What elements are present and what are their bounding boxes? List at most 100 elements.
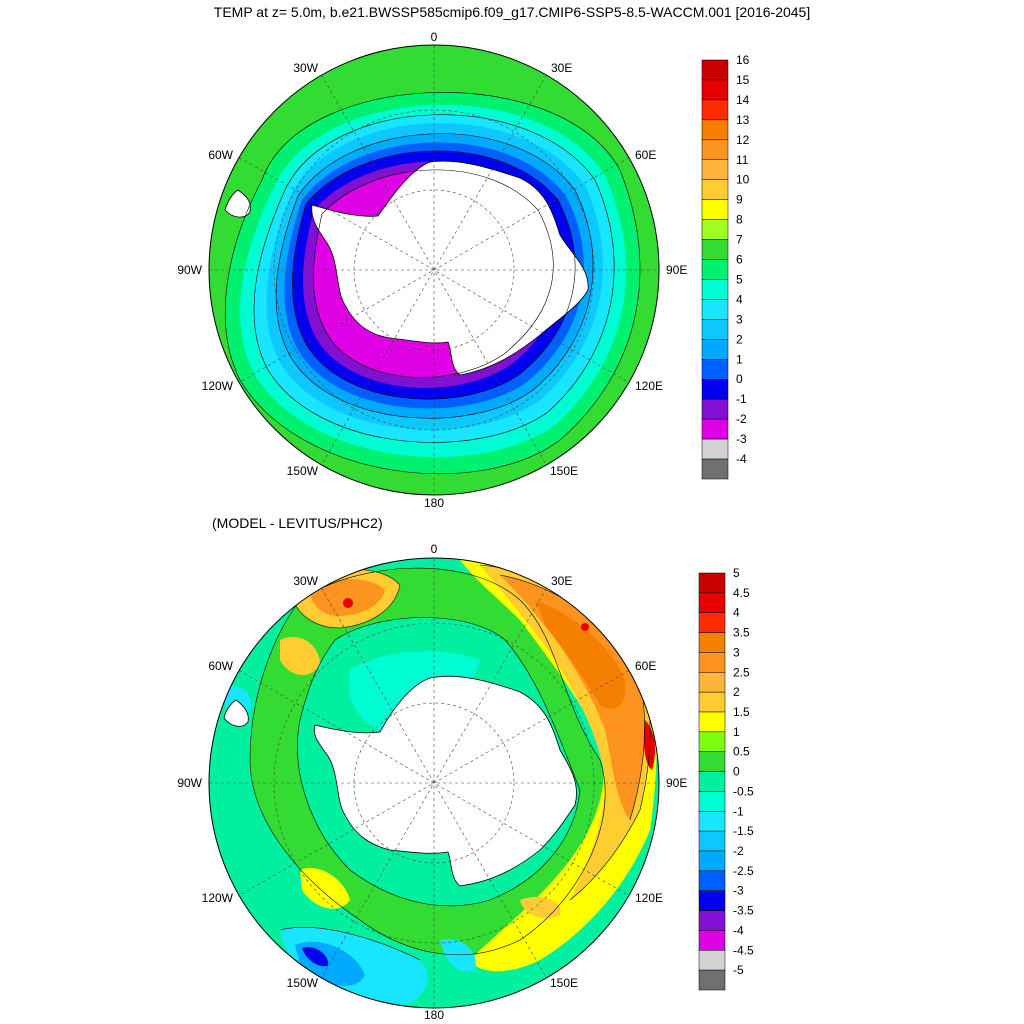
temperature-colorbar-tick-label: 1 bbox=[736, 352, 743, 366]
temperature-colorbar-swatch bbox=[701, 418, 729, 440]
difference-colorbar-swatch bbox=[698, 632, 726, 653]
difference-colorbar-swatch bbox=[698, 870, 726, 891]
difference-map bbox=[209, 558, 659, 1008]
temperature-colorbar-tick-label: -3 bbox=[736, 432, 747, 446]
temperature-colorbar-swatch bbox=[701, 179, 729, 200]
difference-colorbar-tick-label: 1.5 bbox=[733, 705, 750, 719]
difference-map-border bbox=[208, 557, 660, 1009]
lon-label-120w: 120W bbox=[202, 891, 234, 905]
temperature-colorbar-swatch bbox=[701, 119, 729, 141]
difference-colorbar-swatch bbox=[698, 711, 726, 733]
temperature-colorbar-tick-label: 3 bbox=[736, 312, 743, 326]
temperature-colorbar-swatch bbox=[701, 359, 729, 380]
temperature-colorbar-tick-label: -1 bbox=[736, 392, 747, 406]
temperature-colorbar-tick-label: 9 bbox=[736, 193, 743, 207]
temperature-colorbar-tick-label: -2 bbox=[736, 412, 747, 426]
temperature-colorbar-swatch bbox=[701, 339, 729, 360]
difference-colorbar-swatch bbox=[698, 969, 726, 991]
temperature-colorbar-tick-label: 6 bbox=[736, 253, 743, 267]
temperature-colorbar-swatch bbox=[701, 199, 729, 220]
lon-label-30e: 30E bbox=[551, 574, 572, 588]
temperature-colorbar-swatch bbox=[701, 299, 729, 320]
lon-label-150e: 150E bbox=[550, 976, 578, 990]
lon-label-180: 180 bbox=[424, 1008, 444, 1022]
lon-label-30e: 30E bbox=[551, 61, 572, 75]
temperature-colorbar-tick-label: 11 bbox=[736, 153, 749, 167]
temperature-map-border bbox=[208, 44, 660, 496]
lon-label-30w: 30W bbox=[293, 61, 318, 75]
difference-colorbar-swatch bbox=[698, 751, 726, 772]
difference-colorbar-swatch bbox=[698, 791, 726, 812]
difference-panel-title: (MODEL - LEVITUS/PHC2) bbox=[212, 515, 383, 531]
difference-colorbar-tick-label: 3 bbox=[733, 645, 740, 659]
lon-label-0: 0 bbox=[431, 30, 438, 44]
difference-colorbar-tick-label: -5 bbox=[733, 963, 744, 977]
temperature-colorbar-tick-label: 0 bbox=[736, 372, 743, 386]
difference-colorbar-swatch bbox=[698, 850, 726, 872]
lon-label-120e: 120E bbox=[635, 891, 663, 905]
temperature-map bbox=[209, 45, 659, 495]
difference-colorbar-tick-label: 1 bbox=[733, 725, 740, 739]
lon-label-60e: 60E bbox=[635, 148, 656, 162]
lon-label-150w: 150W bbox=[287, 976, 319, 990]
difference-colorbar-tick-label: -0.5 bbox=[733, 784, 754, 798]
difference-colorbar-swatch bbox=[698, 890, 726, 911]
lon-label-90w: 90W bbox=[177, 263, 202, 277]
lon-label-0: 0 bbox=[431, 542, 438, 556]
lon-label-90w: 90W bbox=[177, 776, 202, 790]
difference-colorbar-swatch bbox=[698, 572, 726, 594]
difference-colorbar-tick-label: 3.5 bbox=[733, 626, 750, 640]
lon-label-90e: 90E bbox=[666, 263, 687, 277]
difference-colorbar-tick-label: 0 bbox=[733, 765, 740, 779]
temperature-colorbar-swatch bbox=[701, 219, 729, 240]
temperature-colorbar-swatch bbox=[701, 458, 729, 480]
temperature-colorbar-tick-label: 7 bbox=[736, 233, 743, 247]
difference-colorbar-tick-label: -4 bbox=[733, 923, 744, 937]
difference-colorbar-tick-label: 5 bbox=[733, 566, 740, 580]
difference-colorbar-swatch bbox=[698, 652, 726, 673]
difference-colorbar-tick-label: -3.5 bbox=[733, 904, 754, 918]
difference-colorbar-swatch bbox=[698, 811, 726, 832]
lon-label-60w: 60W bbox=[208, 659, 233, 673]
temperature-colorbar-tick-label: 16 bbox=[736, 53, 750, 67]
temperature-colorbar-tick-label: 14 bbox=[736, 93, 750, 107]
temperature-colorbar-swatch bbox=[701, 438, 729, 460]
difference-colorbar-tick-label: -1 bbox=[733, 804, 744, 818]
temperature-colorbar-tick-label: 2 bbox=[736, 332, 743, 346]
temperature-colorbar-swatch bbox=[701, 139, 729, 161]
difference-colorbar-tick-label: 0.5 bbox=[733, 745, 750, 759]
difference-colorbar-swatch bbox=[698, 731, 726, 752]
temperature-colorbar-tick-label: 13 bbox=[736, 113, 750, 127]
temperature-colorbar-tick-label: 10 bbox=[736, 173, 750, 187]
temperature-colorbar-tick-label: 15 bbox=[736, 73, 750, 87]
difference-colorbar-swatch bbox=[698, 830, 726, 852]
difference-colorbar-tick-label: -2.5 bbox=[733, 864, 754, 878]
difference-colorbar-tick-label: -3 bbox=[733, 884, 744, 898]
difference-colorbar: 5 4.5 4 3.5 3 2.5 2 1.5 1 0.5 0 -0.5 -1 -1.5 -2 -2.5 -3 -… bbox=[698, 566, 754, 991]
temperature-colorbar-swatch bbox=[701, 79, 729, 101]
lon-label-90e: 90E bbox=[666, 776, 687, 790]
difference-colorbar-swatch bbox=[698, 771, 726, 792]
difference-colorbar-tick-label: -2 bbox=[733, 844, 744, 858]
temperature-colorbar-swatch bbox=[701, 398, 729, 420]
temperature-colorbar-swatch bbox=[701, 378, 729, 400]
difference-colorbar-swatch bbox=[698, 910, 726, 931]
lon-label-120w: 120W bbox=[202, 379, 234, 393]
page-title: TEMP at z= 5.0m, b.e21.BWSSP585cmip6.f09… bbox=[213, 4, 811, 20]
difference-colorbar-tick-label: 2.5 bbox=[733, 665, 750, 679]
difference-colorbar-tick-label: 2 bbox=[733, 685, 740, 699]
difference-map-longitude-labels: 0 30E 60E 90E 120E 150E 180 150W 120W 90… bbox=[177, 542, 687, 1022]
difference-colorbar-swatch bbox=[698, 672, 726, 693]
difference-colorbar-tick-label: 4 bbox=[733, 606, 740, 620]
difference-colorbar-swatch bbox=[698, 592, 726, 613]
temperature-colorbar-swatch bbox=[701, 259, 729, 280]
temperature-colorbar-tick-label: 5 bbox=[736, 272, 743, 286]
temperature-colorbar-tick-label: -4 bbox=[736, 452, 747, 466]
difference-colorbar-tick-label: -1.5 bbox=[733, 824, 754, 838]
difference-colorbar-tick-label: -4.5 bbox=[733, 943, 754, 957]
difference-colorbar-swatch bbox=[698, 950, 726, 971]
temperature-colorbar-tick-label: 8 bbox=[736, 213, 743, 227]
lon-label-150w: 150W bbox=[287, 464, 319, 478]
